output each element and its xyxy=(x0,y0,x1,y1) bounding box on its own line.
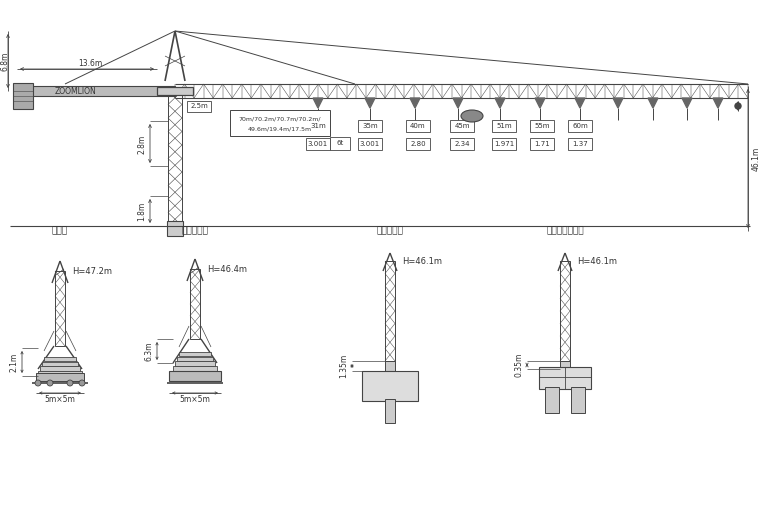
Polygon shape xyxy=(313,98,323,108)
Polygon shape xyxy=(453,98,463,108)
Text: 3.001: 3.001 xyxy=(360,141,380,147)
Circle shape xyxy=(47,380,53,386)
Bar xyxy=(385,261,395,361)
Bar xyxy=(362,371,418,401)
Text: 45m: 45m xyxy=(454,123,470,129)
Bar xyxy=(13,83,33,109)
Bar xyxy=(38,371,82,376)
Polygon shape xyxy=(648,98,658,108)
Bar xyxy=(169,371,221,381)
Bar xyxy=(179,352,211,356)
Polygon shape xyxy=(495,98,505,108)
Circle shape xyxy=(35,380,41,386)
Text: 2.80: 2.80 xyxy=(410,141,426,147)
Text: 1.971: 1.971 xyxy=(494,141,514,147)
Text: 0.35m: 0.35m xyxy=(515,353,524,377)
Text: 6.3m: 6.3m xyxy=(144,341,154,361)
Text: 1.8m: 1.8m xyxy=(138,202,147,220)
Text: 51m: 51m xyxy=(496,123,511,129)
Bar xyxy=(190,269,200,339)
Text: 70m/70.2m/70.7m/70.2m/: 70m/70.2m/70.7m/70.2m/ xyxy=(239,117,321,121)
Bar xyxy=(530,120,554,132)
Bar xyxy=(157,87,193,95)
Bar xyxy=(385,361,395,371)
Bar xyxy=(406,120,430,132)
Text: 5m×5m: 5m×5m xyxy=(45,394,75,403)
Bar xyxy=(306,120,330,132)
Text: 深基础锚固定式: 深基础锚固定式 xyxy=(546,227,584,235)
Circle shape xyxy=(735,103,741,109)
Bar xyxy=(450,120,474,132)
Text: 60m: 60m xyxy=(572,123,588,129)
Text: 13.6m: 13.6m xyxy=(78,58,102,68)
Bar xyxy=(167,221,183,236)
Text: 2.1m: 2.1m xyxy=(9,352,18,371)
Text: 49.6m/19.4m/17.5m: 49.6m/19.4m/17.5m xyxy=(248,127,312,131)
Text: 35m: 35m xyxy=(363,123,378,129)
Bar xyxy=(492,120,516,132)
Text: 5m×5m: 5m×5m xyxy=(179,394,211,403)
Text: 55m: 55m xyxy=(534,123,549,129)
Text: 2.8m: 2.8m xyxy=(138,134,147,154)
Text: ZOOMLION: ZOOMLION xyxy=(55,86,97,95)
Text: 3.001: 3.001 xyxy=(308,141,328,147)
Bar xyxy=(571,387,585,413)
Bar xyxy=(230,110,330,136)
Bar xyxy=(36,373,84,381)
Text: 2.5m: 2.5m xyxy=(190,103,208,109)
Text: 底架固定式: 底架固定式 xyxy=(182,227,208,235)
Polygon shape xyxy=(575,98,585,108)
Bar xyxy=(15,86,175,96)
Text: 31m: 31m xyxy=(310,123,326,129)
Text: 46.1m: 46.1m xyxy=(752,147,760,171)
Bar xyxy=(568,138,592,150)
Text: 6.8m: 6.8m xyxy=(1,51,9,71)
Bar xyxy=(560,361,570,369)
Bar xyxy=(530,138,554,150)
Text: H=47.2m: H=47.2m xyxy=(72,267,112,276)
Bar xyxy=(358,138,382,150)
Text: 支脚固定式: 支脚固定式 xyxy=(376,227,404,235)
Bar xyxy=(450,138,474,150)
Polygon shape xyxy=(365,98,375,108)
Polygon shape xyxy=(535,98,545,108)
Polygon shape xyxy=(682,98,692,108)
Text: 行走式: 行走式 xyxy=(52,227,68,235)
Bar xyxy=(492,138,516,150)
Bar xyxy=(168,91,182,226)
Bar xyxy=(560,261,570,361)
Polygon shape xyxy=(410,98,420,108)
Bar xyxy=(175,361,215,366)
Circle shape xyxy=(67,380,73,386)
Bar xyxy=(177,357,213,361)
Bar xyxy=(358,120,382,132)
Bar xyxy=(545,387,559,413)
Bar xyxy=(385,399,395,423)
Circle shape xyxy=(79,380,85,386)
Polygon shape xyxy=(613,98,623,108)
Text: H=46.4m: H=46.4m xyxy=(207,265,247,274)
Text: 2.34: 2.34 xyxy=(454,141,470,147)
Bar xyxy=(44,357,76,361)
Text: H=46.1m: H=46.1m xyxy=(402,256,442,266)
Text: 1.37: 1.37 xyxy=(572,141,588,147)
Text: 40m: 40m xyxy=(410,123,426,129)
Bar xyxy=(568,120,592,132)
Bar xyxy=(55,271,65,346)
Bar xyxy=(40,366,80,371)
Bar xyxy=(306,138,330,150)
Text: 6t: 6t xyxy=(337,140,344,146)
Bar xyxy=(173,366,217,371)
Bar xyxy=(406,138,430,150)
Bar xyxy=(187,101,211,112)
Text: 1.35m: 1.35m xyxy=(340,354,349,378)
Bar xyxy=(42,362,78,366)
Bar xyxy=(539,367,591,389)
Polygon shape xyxy=(713,98,723,108)
Text: 1.71: 1.71 xyxy=(534,141,550,147)
Text: H=46.1m: H=46.1m xyxy=(577,256,617,266)
Bar xyxy=(330,137,350,150)
Ellipse shape xyxy=(461,110,483,122)
